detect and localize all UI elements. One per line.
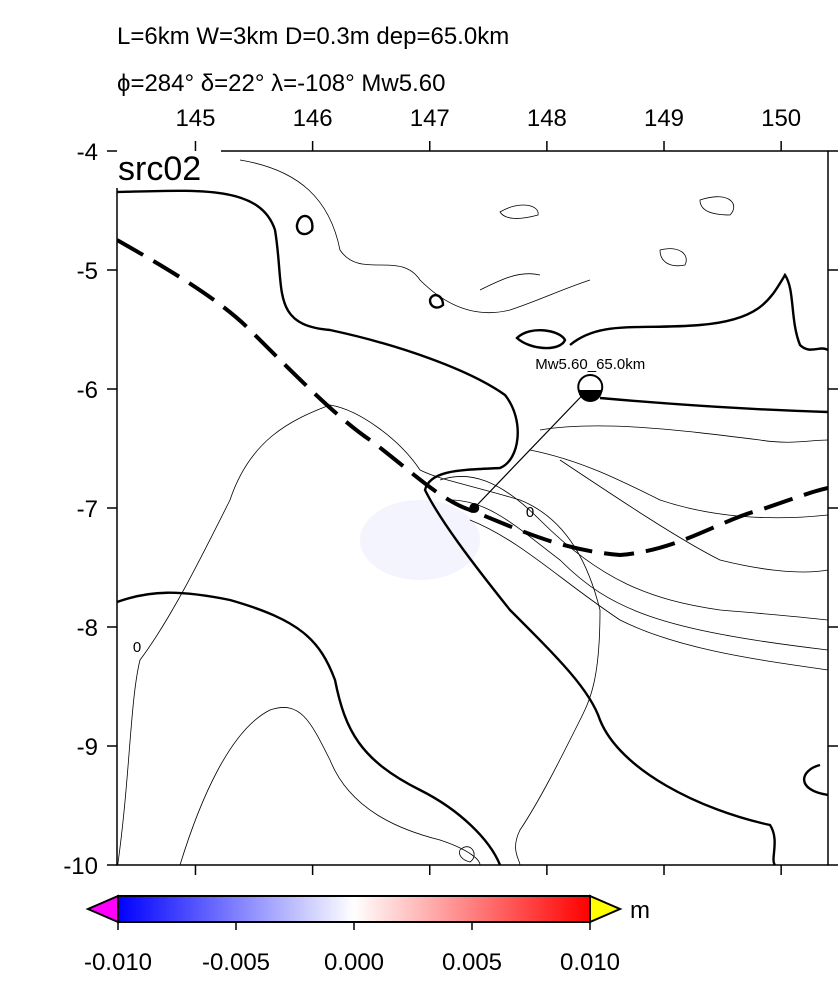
title-line1: L=6km W=3km D=0.3m dep=65.0km (117, 23, 509, 50)
title-line2: ϕ=284° δ=22° λ=-108° Mw5.60 (117, 70, 445, 97)
y-tick-label: -7 (77, 496, 98, 523)
y-tick-label: -9 (77, 734, 98, 761)
y-tick-label: -10 (63, 853, 98, 880)
x-tick-label: 147 (410, 105, 450, 132)
contour-thin (179, 707, 481, 865)
y-tick-label: -8 (77, 615, 98, 642)
y-tick-label: -5 (77, 258, 98, 285)
contour-label: 0 (133, 639, 141, 656)
panel-label: src02 (118, 150, 201, 188)
y-tick-label: -4 (77, 139, 98, 166)
beachball-fill (578, 390, 603, 402)
axes: 145 146 147 148 149 150 -4 -5 -6 -7 -8 -9 -10 Mw5.60_… (63, 105, 838, 976)
contour-thin (439, 425, 828, 671)
x-tick-label: 150 (761, 105, 801, 132)
contour-thick (295, 214, 828, 797)
contour-thin (239, 159, 735, 314)
x-tick-label: 145 (175, 105, 215, 132)
colorbar-high (589, 894, 623, 924)
x-tick-label: 149 (644, 105, 684, 132)
colorbar-unit: m (630, 897, 650, 924)
contour-label: 0 (526, 504, 534, 521)
contour-thick (117, 591, 502, 865)
colorbar (117, 895, 591, 923)
shading (360, 500, 480, 580)
event-link (473, 386, 591, 509)
contours (117, 159, 828, 865)
panel-label-bg (113, 146, 221, 188)
colorbar-tick-label: 0.010 (560, 949, 620, 976)
colorbar-tick-label: -0.005 (202, 949, 270, 976)
colorbar-tick-label: -0.010 (84, 949, 152, 976)
x-tick-label: 146 (293, 105, 333, 132)
trench (117, 238, 828, 558)
event-label: Mw5.60_65.0km (535, 356, 645, 373)
y-tick-label: -6 (77, 377, 98, 404)
colorbar-tick-label: 0.005 (442, 949, 502, 976)
colorbar-tick-label: 0.000 (324, 949, 384, 976)
contour-thick (117, 189, 777, 865)
colorbar-low (85, 894, 119, 924)
contour-thick (515, 272, 828, 414)
contour-thin (117, 404, 601, 865)
x-tick-label: 148 (527, 105, 567, 132)
event-marker (469, 503, 480, 513)
